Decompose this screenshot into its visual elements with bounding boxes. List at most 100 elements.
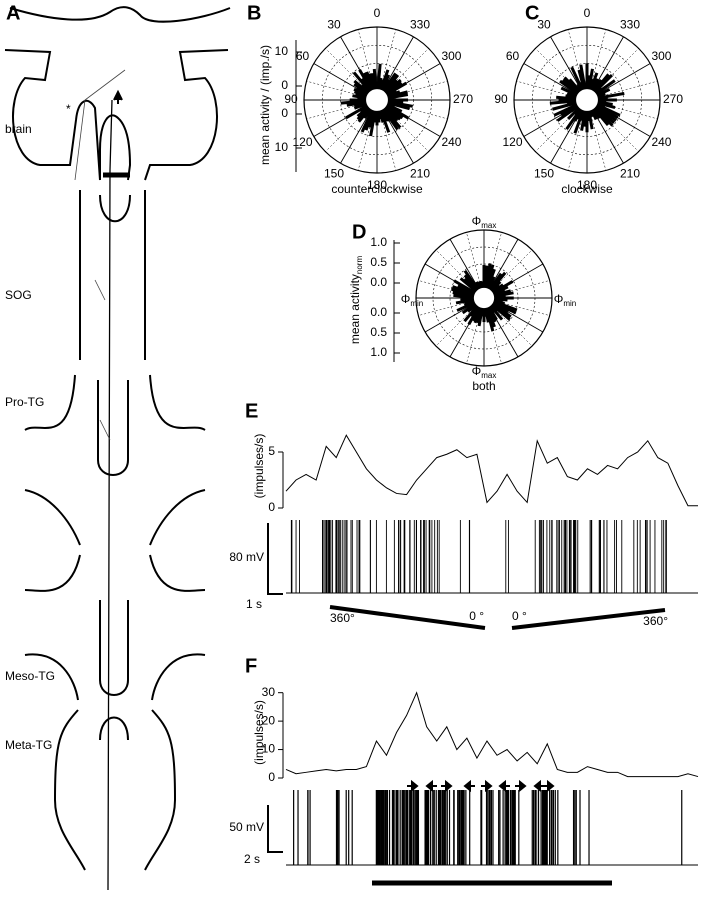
y-axis-label: (impulses/s) — [252, 434, 266, 499]
axis-label: mean activity / (imp./s) — [258, 45, 272, 165]
stimulus-label: 0 ° — [469, 609, 484, 623]
scale-label: 50 mV — [229, 820, 264, 834]
angle-label: 180 — [367, 178, 387, 192]
angle-label: 330 — [410, 18, 430, 32]
caption: counterclockwise — [331, 182, 423, 196]
axis-tick-label: 0 — [281, 78, 288, 92]
phi-sub: min — [563, 299, 576, 308]
panel-letter: A — [6, 2, 20, 24]
phi-symbol: Φ — [554, 292, 564, 306]
scale-bar — [267, 523, 283, 595]
panel-letter: D — [352, 221, 366, 243]
caption: both — [472, 379, 495, 393]
scale-label: 80 mV — [229, 550, 264, 564]
angle-label: 120 — [293, 135, 313, 149]
phi-sub: min — [410, 299, 423, 308]
axis-tick-label: 0 — [281, 106, 288, 120]
axis-tick-label: 1.0 — [370, 345, 387, 359]
center-ring — [472, 286, 496, 310]
angle-label: 0 — [374, 6, 381, 20]
angle-label: 210 — [620, 167, 640, 181]
scale-bar — [267, 805, 283, 853]
axis-tick-label: 10 — [275, 44, 289, 58]
center-ring — [574, 87, 600, 113]
rate-chart-f: F 0 10 20 30(impulses/s) 50 mV 2 s — [229, 655, 699, 886]
region-label: Meta-TG — [5, 738, 52, 752]
polar-spoke-minor — [435, 249, 485, 299]
angle-label: 270 — [663, 92, 683, 106]
direction-arrow — [425, 779, 437, 793]
caption: clockwise — [561, 182, 613, 196]
axis-tick-label: 0.0 — [370, 305, 387, 319]
stimulus-bar — [329, 605, 486, 630]
angle-label: 60 — [296, 49, 310, 63]
panel-letter: F — [245, 655, 257, 677]
polar-plot-b: 0 330 300 270 240 210 180 150 120 90 60 30 Bcounterc… — [247, 2, 473, 196]
angle-label: 30 — [537, 18, 551, 32]
polar-spoke-minor — [483, 249, 533, 299]
angle-label: 210 — [410, 167, 430, 181]
axis-label-sub: norm — [355, 256, 364, 275]
panel-letter: B — [247, 2, 261, 24]
polar-spoke-minor — [483, 297, 550, 316]
stimulus-label: 360° — [643, 614, 668, 628]
axis-label-text: mean activity — [348, 274, 362, 344]
axis-tick-label: 10 — [275, 140, 289, 154]
phi-symbol: Φ — [472, 214, 482, 228]
axis-tick-label: 0.5 — [370, 255, 387, 269]
angle-label: 300 — [651, 49, 671, 63]
axis-tick-label: 1.0 — [370, 235, 387, 249]
polar-spoke-minor — [483, 297, 533, 347]
angle-label: 30 — [327, 18, 341, 32]
polar-spoke-minor — [466, 232, 485, 299]
y-tick-label: 5 — [268, 444, 275, 458]
angle-label: 60 — [506, 49, 520, 63]
region-label: Pro-TG — [5, 395, 44, 409]
angle-label: 90 — [494, 92, 508, 106]
rate-line — [285, 691, 699, 778]
phi-symbol: Φ — [401, 292, 411, 306]
phi-label: Φmax — [472, 364, 497, 380]
angle-label: 240 — [441, 135, 461, 149]
polar-spoke-minor — [418, 297, 485, 316]
region-label: SOG — [5, 288, 32, 302]
stimulus-label: 360° — [330, 611, 355, 625]
polar-spoke-minor — [483, 280, 550, 299]
polar-spoke-minor — [418, 280, 485, 299]
center-ring — [364, 87, 390, 113]
direction-arrow — [498, 779, 510, 793]
phi-label: Φmin — [401, 292, 423, 308]
scale-label: 1 s — [246, 597, 262, 611]
angle-label: 120 — [503, 135, 523, 149]
angle-label: 90 — [284, 92, 298, 106]
angle-label: 150 — [324, 167, 344, 181]
phi-label: Φmin — [554, 292, 576, 308]
rate-chart-e: E 0 5(impulses/s) 80 mV 1 s 360° 0 ° 0 ° 360° — [229, 400, 698, 630]
y-tick-label: 0 — [268, 770, 275, 784]
phi-sub: max — [481, 221, 496, 230]
angle-label: 270 — [453, 92, 473, 106]
scale-label: 2 s — [244, 852, 260, 866]
direction-arrow — [543, 779, 555, 793]
angle-label: 330 — [620, 18, 640, 32]
polar-spoke-minor — [435, 297, 485, 347]
rate-line — [285, 434, 698, 507]
y-axis-label: (impulses/s) — [252, 700, 266, 765]
direction-arrow — [463, 779, 475, 793]
direction-arrow — [407, 779, 419, 793]
angle-label: 180 — [577, 178, 597, 192]
angle-label: 0 — [584, 6, 591, 20]
direction-arrow — [441, 779, 453, 793]
panel-letter: E — [245, 400, 258, 422]
asterisk: * — [66, 102, 71, 116]
angle-label: 240 — [651, 135, 671, 149]
y-tick-label: 10 — [262, 742, 276, 756]
direction-arrow — [515, 779, 527, 793]
y-tick-label: 20 — [262, 713, 276, 727]
angle-label: 300 — [441, 49, 461, 63]
nervous-system-drawing — [4, 6, 231, 891]
phi-symbol: Φ — [472, 364, 482, 378]
stimulus-bar — [511, 608, 666, 630]
